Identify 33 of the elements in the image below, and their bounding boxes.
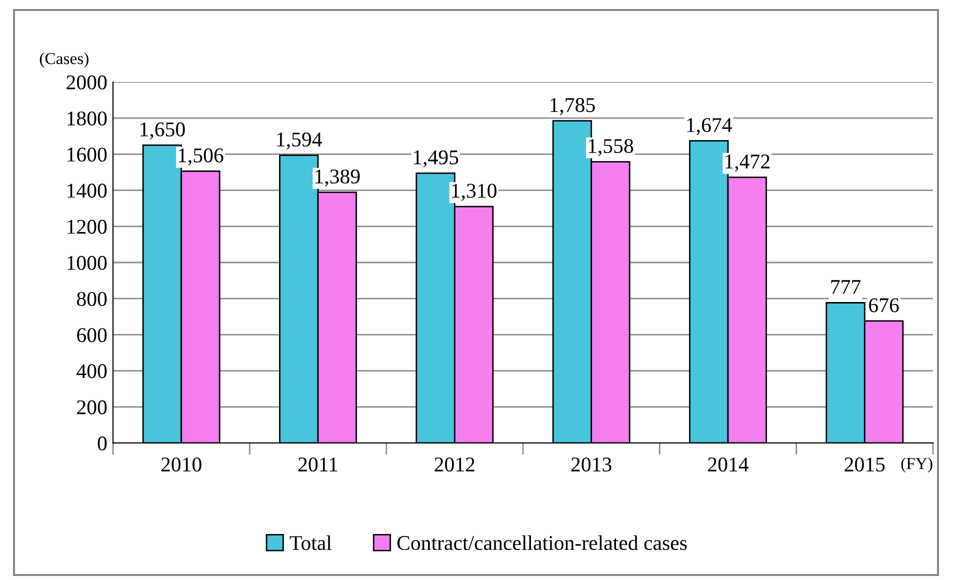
x-tick-label: 2011 <box>298 457 338 472</box>
data-label: 1,558 <box>588 138 634 156</box>
data-label: 1,472 <box>726 154 770 172</box>
data-label: 1,785 <box>550 98 595 116</box>
data-label: 1,594 <box>277 132 322 150</box>
y-tick-label: 2000 <box>66 75 107 90</box>
data-label: 777 <box>831 280 861 294</box>
data-label: 1,310 <box>452 184 496 201</box>
y-tick-label: 1800 <box>68 111 107 126</box>
data-label: 1,495 <box>414 150 458 168</box>
y-tick-label: 1600 <box>68 148 107 162</box>
x-tick-label: 2014 <box>708 457 749 472</box>
data-label: 676 <box>869 298 899 312</box>
x-axis-title: (FY) <box>901 457 932 473</box>
x-tick-label: 2012 <box>434 457 474 472</box>
y-tick-label: 1200 <box>68 220 107 234</box>
y-tick-label: 400 <box>76 364 107 378</box>
x-tick-label: 2015 <box>844 457 885 472</box>
y-tick-label: 1000 <box>68 256 107 270</box>
legend-label: Contract/cancellation-related cases <box>397 535 687 550</box>
legend-label: Total <box>290 535 332 550</box>
y-axis-title: (Cases) <box>40 52 88 68</box>
data-label: 1,674 <box>687 118 732 136</box>
y-tick-label: 200 <box>77 400 107 414</box>
data-label: 1,389 <box>316 169 360 187</box>
x-tick-label: 2010 <box>161 457 202 472</box>
data-label: 1,506 <box>178 148 224 166</box>
y-tick-label: 1400 <box>68 184 107 198</box>
x-tick-label: 2013 <box>571 457 612 472</box>
y-tick-label: 600 <box>77 328 107 342</box>
data-label: 1,650 <box>140 122 185 140</box>
y-tick-label: 0 <box>98 436 107 450</box>
y-tick-label: 800 <box>76 292 107 306</box>
